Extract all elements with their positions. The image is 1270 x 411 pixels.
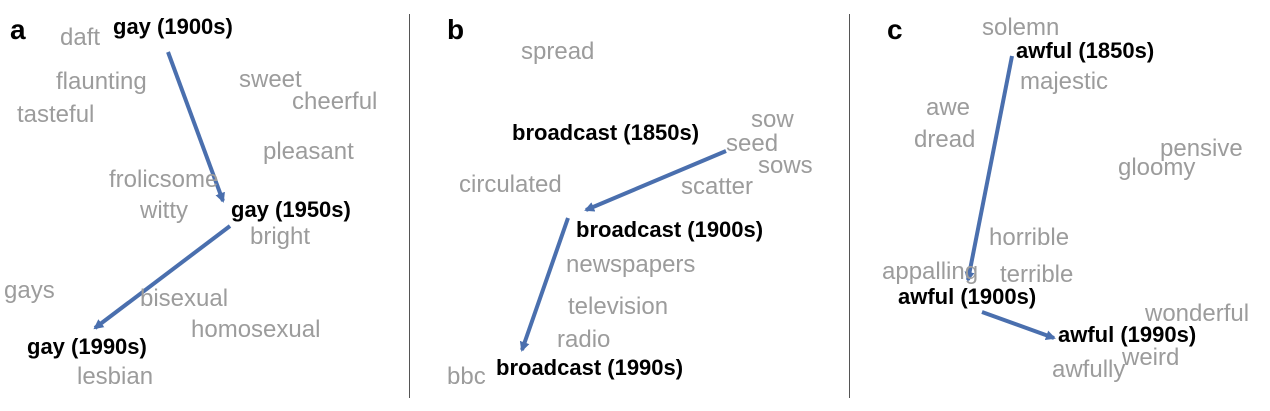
- key-word-gay-1950s: gay (1950s): [231, 197, 351, 222]
- word-daft: daft: [60, 24, 101, 51]
- word-awe: awe: [926, 94, 971, 121]
- word-homosexual: homosexual: [191, 316, 321, 343]
- arrow-broadcast-1850s-to-1900s: [584, 149, 727, 212]
- word-circulated: circulated: [459, 171, 562, 198]
- key-word-gay-1900s: gay (1900s): [113, 14, 233, 39]
- word-wonderful: wonderful: [1145, 300, 1250, 327]
- panel-divider-ab: [409, 14, 410, 398]
- arrow-broadcast-1900s-to-1990s: [519, 217, 570, 352]
- arrow-gay-1900s-to-1950s: [166, 51, 225, 203]
- word-solemn: solemn: [982, 14, 1060, 41]
- word-television: television: [568, 293, 669, 320]
- key-word-awful-1900s: awful (1900s): [898, 284, 1037, 309]
- key-word-gay-1990s: gay (1990s): [27, 334, 147, 359]
- key-word-awful-1990s: awful (1990s): [1058, 322, 1197, 347]
- word-lesbian: lesbian: [77, 363, 154, 390]
- word-pleasant: pleasant: [263, 138, 354, 165]
- word-pensive: pensive: [1160, 135, 1243, 162]
- word-scatter: scatter: [681, 173, 754, 200]
- panel-label-a: a: [10, 14, 26, 45]
- word-sows: sows: [758, 152, 813, 179]
- word-cheerful: cheerful: [292, 88, 378, 115]
- word-gloomy: gloomy: [1118, 154, 1196, 181]
- word-seed: seed: [726, 130, 779, 157]
- word-dread: dread: [914, 126, 976, 153]
- word-gays: gays: [4, 277, 55, 304]
- word-sweet: sweet: [239, 66, 302, 93]
- word-appalling: appalling: [882, 258, 979, 285]
- word-bright: bright: [250, 223, 311, 250]
- panel-divider-bc: [849, 14, 850, 398]
- panel-label-b: b: [447, 14, 465, 45]
- key-word-awful-1850s: awful (1850s): [1016, 38, 1155, 63]
- word-newspapers: newspapers: [566, 251, 696, 278]
- word-radio: radio: [557, 326, 611, 353]
- key-word-broadcast-1990s: broadcast (1990s): [496, 355, 684, 380]
- key-word-broadcast-1850s: broadcast (1850s): [512, 120, 700, 145]
- arrow-awful-1900s-to-1990s: [981, 310, 1056, 340]
- word-tasteful: tasteful: [17, 101, 95, 128]
- word-sow: sow: [751, 106, 794, 133]
- word-weird: weird: [1122, 344, 1180, 371]
- key-word-broadcast-1900s: broadcast (1900s): [576, 217, 764, 242]
- word-bisexual: bisexual: [140, 285, 229, 312]
- panel-label-c: c: [887, 14, 903, 45]
- word-frolicsome: frolicsome: [109, 166, 219, 193]
- word-witty: witty: [140, 197, 188, 224]
- arrow-gay-1950s-to-1990s: [93, 224, 232, 330]
- word-bbc: bbc: [447, 363, 486, 390]
- word-flaunting: flaunting: [56, 68, 147, 95]
- arrow-awful-1850s-to-1900s: [964, 55, 1014, 282]
- word-spread: spread: [521, 38, 595, 65]
- word-awfully: awfully: [1052, 356, 1126, 383]
- word-terrible: terrible: [1000, 261, 1074, 288]
- word-majestic: majestic: [1020, 68, 1109, 95]
- word-horrible: horrible: [989, 224, 1070, 251]
